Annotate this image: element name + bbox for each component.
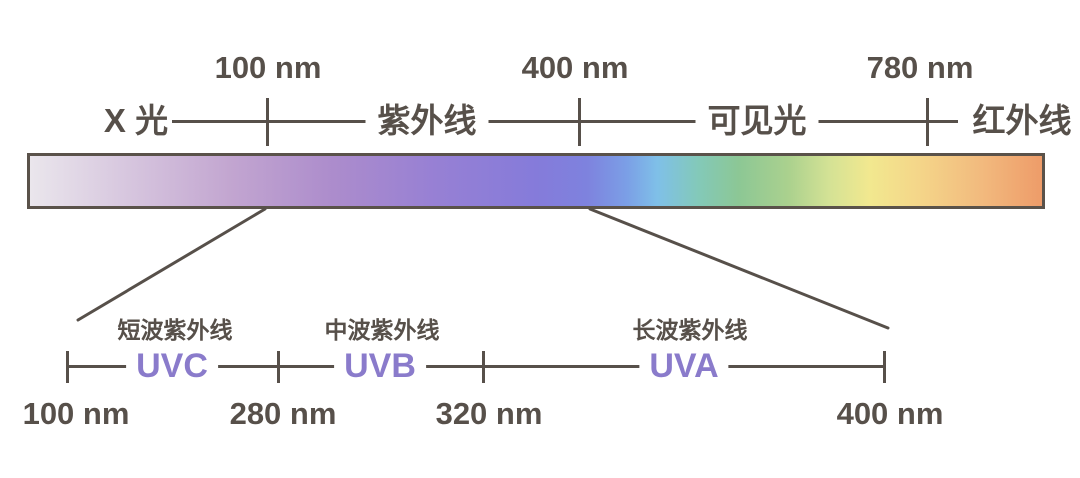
top-wavelength-label-400nm: 400 nm [521,50,629,85]
uv-band-name-uvc: 短波紫外线 [117,317,233,343]
band-label-ultraviolet: 紫外线 [365,99,489,143]
uv-tick-label-280nm: 280 nm [229,396,337,431]
top-axis-tick-400nm [578,98,581,146]
uv-band-name-uva: 长波紫外线 [632,317,748,343]
uv-axis-tick-320nm [482,351,485,383]
uv-tick-label-320nm: 320 nm [435,396,543,431]
band-label-infrared: 红外线 [972,102,1072,139]
uv-axis-line [67,365,885,368]
top-axis-tick-100nm [266,98,269,146]
uv-axis-tick-400nm [883,351,886,383]
spectrum-bar [27,153,1045,209]
band-label-xray: X 光 [103,102,169,139]
uv-band-abbr-uvb: UVB [334,344,426,388]
band-label-visible-light: 可见光 [695,99,819,143]
uv-tick-label-100nm: 100 nm [22,396,130,431]
uv-axis-tick-100nm [66,351,69,383]
uv-band-name-uvb: 中波紫外线 [324,317,440,343]
top-wavelength-label-100nm: 100 nm [214,50,322,85]
uv-band-abbr-uva: UVA [639,344,729,388]
uv-band-abbr-uvc: UVC [126,344,218,388]
uv-axis-tick-280nm [277,351,280,383]
top-axis-line [172,120,958,123]
top-axis-tick-780nm [926,98,929,146]
uv-tick-label-400nm: 400 nm [836,396,944,431]
top-wavelength-label-780nm: 780 nm [866,50,974,85]
callout-line-left [76,207,267,322]
